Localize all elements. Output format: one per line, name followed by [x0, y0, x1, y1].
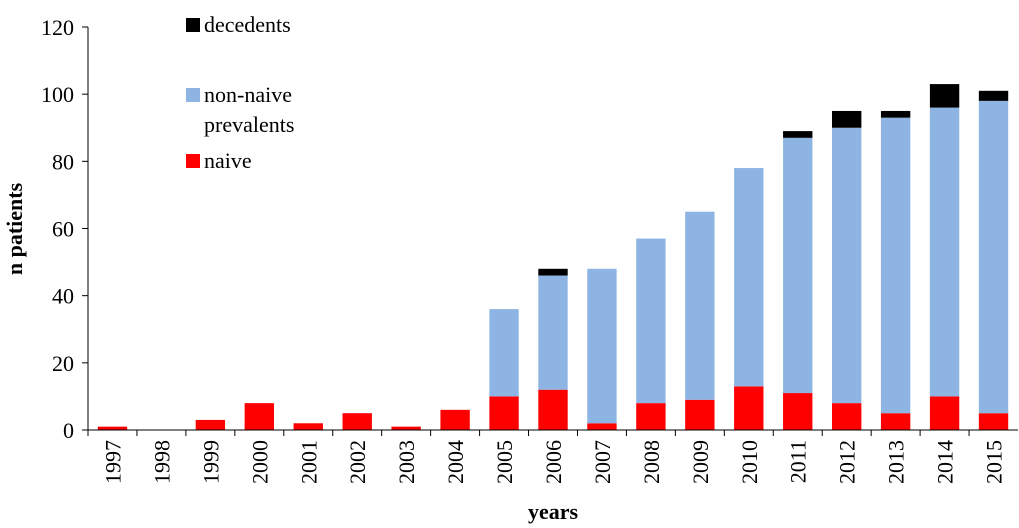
- bar-segment: [97, 426, 128, 430]
- bar-segment: [293, 423, 323, 430]
- y-tick-label: 120: [41, 15, 74, 40]
- x-tick-label: 2006: [541, 440, 566, 484]
- bar-segment: [195, 419, 226, 430]
- bar-segment: [734, 386, 764, 430]
- bar-segment: [538, 268, 568, 276]
- bar-segment: [978, 413, 1009, 430]
- y-tick-label: 60: [52, 217, 74, 242]
- x-tick-label: 1998: [149, 440, 174, 484]
- x-tick-label: 2008: [639, 440, 664, 484]
- y-tick-label: 20: [52, 351, 74, 376]
- bar-segment: [880, 110, 911, 118]
- x-tick-label: 2000: [247, 440, 272, 484]
- x-tick-label: 2009: [688, 440, 713, 484]
- bar-segment: [783, 131, 813, 138]
- x-tick-label: 2015: [982, 440, 1007, 484]
- bar-segment: [929, 107, 960, 397]
- bar-segment: [342, 413, 372, 430]
- y-tick-label: 40: [52, 284, 74, 309]
- bar-segment: [636, 403, 666, 430]
- legend-item: non-naive prevalents: [186, 80, 336, 140]
- bar-segment: [734, 168, 764, 387]
- bar-segment: [538, 389, 568, 430]
- bar-segment: [440, 409, 470, 430]
- bar-segment: [978, 90, 1009, 101]
- bar-segment: [880, 117, 911, 414]
- bar-segment: [489, 309, 519, 397]
- bar-segment: [587, 423, 617, 430]
- bar-segment: [244, 403, 274, 430]
- x-tick-label: 2004: [443, 440, 468, 484]
- legend-swatch: [186, 154, 200, 168]
- bar-segment: [929, 396, 960, 430]
- bar-segment: [685, 399, 715, 430]
- y-tick-label: 100: [41, 82, 74, 107]
- x-tick-label: 2011: [786, 440, 811, 483]
- bar-segment: [538, 275, 568, 390]
- legend-label: naive: [204, 148, 252, 173]
- bar-segment: [391, 426, 421, 430]
- y-tick-label: 80: [52, 149, 74, 174]
- y-axis-title: n patients: [2, 182, 27, 275]
- bar-segment: [587, 268, 617, 424]
- legend-swatch: [186, 18, 200, 32]
- bar-segment: [832, 110, 862, 128]
- x-tick-label: 2013: [884, 440, 909, 484]
- legend-swatch: [186, 88, 200, 102]
- bar-segment: [832, 127, 862, 404]
- x-tick-label: 2002: [345, 440, 370, 484]
- x-tick-label: 2012: [835, 440, 860, 484]
- legend-label: non-naive prevalents: [204, 82, 295, 137]
- x-tick-label: 2014: [933, 440, 958, 484]
- x-tick-label: 2010: [737, 440, 762, 484]
- x-tick-label: 2007: [590, 440, 615, 484]
- legend-item: decedents: [186, 10, 336, 40]
- bar-segment: [929, 84, 960, 108]
- y-tick-label: 0: [63, 418, 74, 443]
- x-tick-label: 2005: [492, 440, 517, 484]
- bar-segment: [978, 100, 1009, 414]
- x-tick-label: 1999: [198, 440, 223, 484]
- bar-segment: [489, 396, 519, 430]
- x-tick-label: 2001: [296, 440, 321, 484]
- bar-segment: [783, 393, 813, 430]
- x-tick-label: 2003: [394, 440, 419, 484]
- bar-segment: [832, 403, 862, 430]
- legend-item: naive: [186, 146, 336, 176]
- x-axis-title: years: [528, 499, 579, 524]
- x-tick-label: 1997: [100, 440, 125, 484]
- bar-segment: [685, 211, 715, 400]
- bar-segment: [783, 137, 813, 394]
- legend-label: decedents: [204, 12, 291, 37]
- bar-segment: [880, 413, 911, 430]
- bar-segment: [636, 238, 666, 404]
